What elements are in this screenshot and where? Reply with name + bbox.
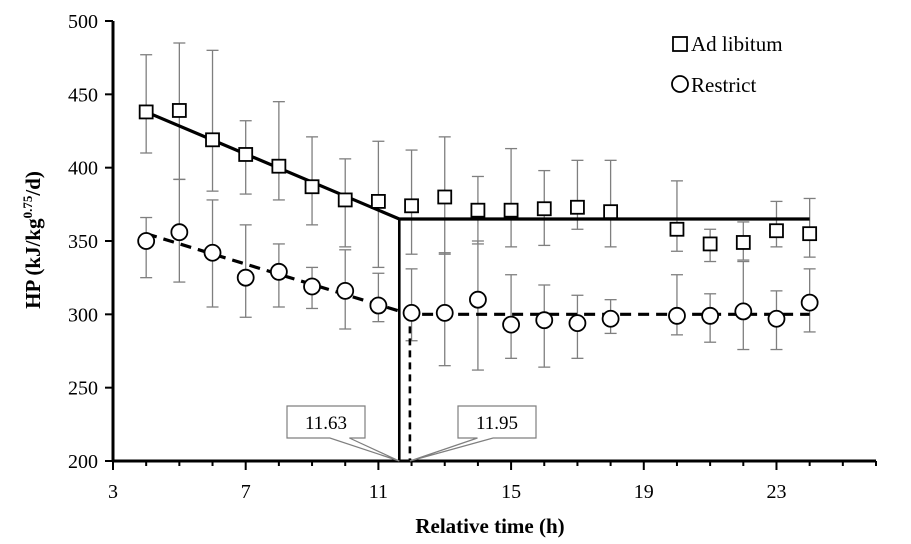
breakpoint-callout-box — [409, 405, 537, 462]
ad-libitum-point — [138, 104, 154, 120]
legend-circle-marker — [671, 75, 689, 93]
restrict-point — [303, 277, 321, 296]
legend-item-restrict: Restrict — [671, 73, 756, 97]
data-markers — [137, 103, 819, 334]
ad-libitum-point — [769, 223, 784, 239]
x-tick-label: 19 — [634, 481, 654, 503]
ad-libitum-point — [735, 235, 751, 250]
breakpoint-callout-label: 11.63 — [305, 413, 347, 434]
ad-libitum-point — [238, 147, 254, 162]
tick-labels: 200 250 300 350 400 450 500 3 7 11 15 19 23 — [68, 11, 786, 503]
y-tick-label: 250 — [68, 378, 98, 400]
x-tick-label: 23 — [766, 481, 786, 503]
ad-libitum-point — [171, 103, 187, 118]
restrict-point — [668, 306, 686, 325]
restrict-point — [269, 262, 288, 281]
ad-libitum-point — [337, 192, 353, 208]
restrict-point — [336, 281, 355, 300]
restrict-point — [535, 311, 554, 330]
y-tick-label: 500 — [68, 11, 98, 33]
breakpoint-lines — [397, 219, 412, 461]
restrict-point — [236, 268, 255, 287]
legend-label-restrict: Restrict — [691, 73, 756, 97]
restrict-point — [203, 243, 222, 262]
restrict-point — [800, 293, 819, 312]
y-tick-label: 400 — [68, 158, 98, 180]
restrict-point — [502, 315, 520, 334]
legend-label-ad-libitum: Ad libitum — [691, 32, 783, 56]
ad-libitum-point — [570, 199, 585, 215]
restrict-point — [734, 302, 753, 321]
restrict-point — [170, 223, 189, 242]
ad-libitum-point — [669, 221, 685, 237]
y-tick-label: 300 — [68, 304, 98, 326]
y-axis-title-tail: /d) — [21, 171, 45, 197]
legend-square-marker — [672, 36, 688, 52]
ad-libitum-point — [702, 236, 718, 252]
ad-libitum-point — [802, 226, 818, 242]
ad-libitum-point — [304, 179, 320, 195]
ad-libitum-point — [603, 204, 619, 220]
y-axis-title-superscript: 0.75 — [20, 195, 35, 218]
x-tick-label: 7 — [241, 481, 251, 503]
axes — [105, 20, 877, 470]
y-tick-label: 450 — [68, 84, 98, 106]
y-tick-label: 200 — [68, 451, 98, 473]
ad-libitum-point — [470, 202, 486, 218]
ad-libitum-point — [437, 189, 453, 205]
ad-libitum-point — [404, 198, 419, 214]
y-axis-title-main: HP (kJ/kg — [21, 218, 45, 309]
legend-item-ad-libitum: Ad libitum — [672, 32, 783, 56]
breakpoint-callout-box — [286, 405, 400, 462]
ad-libitum-point — [503, 202, 519, 218]
ad-libitum-point — [271, 158, 287, 174]
x-tick-label: 15 — [501, 481, 521, 503]
restrict-point — [369, 296, 388, 315]
restrict-point — [568, 314, 587, 333]
y-tick-label: 350 — [68, 231, 98, 253]
y-axis-title: HP (kJ/kg0.75/d) — [20, 171, 45, 309]
ad-libitum-point — [205, 132, 220, 148]
x-axis-title: Relative time (h) — [415, 514, 564, 538]
ad-libitum-point — [370, 193, 386, 209]
restrict-point — [402, 303, 421, 322]
restrict-point — [435, 303, 454, 322]
legend: Ad libitum Restrict — [671, 32, 783, 97]
restrict-point — [469, 290, 487, 309]
breakpoint-callout-label: 11.95 — [476, 413, 518, 434]
x-tick-label: 11 — [369, 481, 388, 503]
restrict-point — [767, 309, 786, 328]
breakpoint-callouts: 11.63 11.95 — [286, 405, 537, 462]
restrict-point — [701, 306, 720, 325]
ad-libitum-point — [536, 201, 552, 217]
restrict-point — [137, 232, 156, 250]
x-tick-label: 3 — [108, 481, 118, 503]
restrict-point — [601, 309, 620, 328]
